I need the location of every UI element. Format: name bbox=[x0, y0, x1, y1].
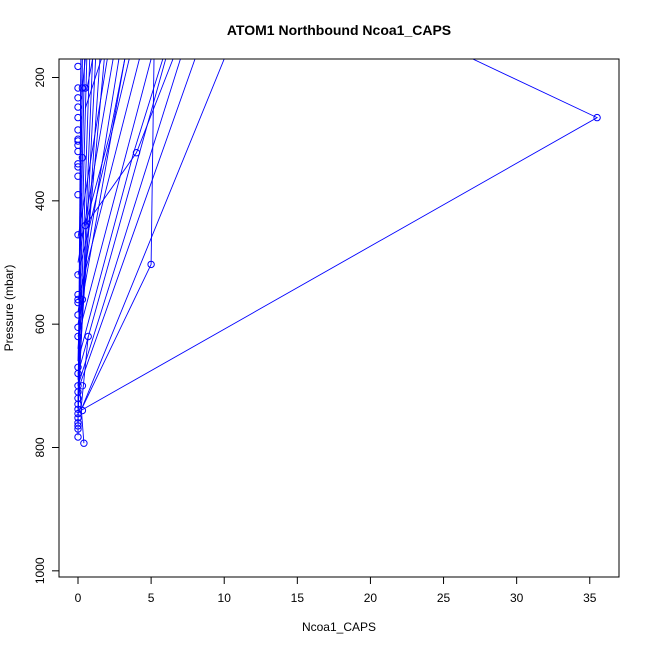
data-point bbox=[74, 332, 82, 341]
data-point bbox=[74, 147, 82, 156]
data-point bbox=[84, 332, 92, 341]
y-tick-label: 800 bbox=[33, 437, 47, 457]
x-tick-label: 15 bbox=[291, 591, 305, 605]
data-point bbox=[74, 369, 82, 378]
data-point bbox=[74, 414, 82, 422]
data-point bbox=[74, 113, 82, 122]
data-point bbox=[74, 422, 82, 430]
data-point bbox=[81, 221, 90, 230]
data-point bbox=[78, 382, 87, 390]
series-line-12 bbox=[77, 59, 126, 325]
y-tick-label: 1000 bbox=[33, 557, 47, 584]
data-point bbox=[74, 400, 82, 408]
data-point bbox=[81, 84, 90, 92]
series-line-19 bbox=[77, 59, 94, 417]
data-point bbox=[74, 103, 82, 111]
data-point bbox=[80, 439, 88, 447]
chart-title: ATOM1 Northbound Ncoa1_CAPS bbox=[227, 22, 451, 38]
y-tick-label: 600 bbox=[33, 314, 47, 334]
x-tick-label: 20 bbox=[364, 591, 378, 605]
data-point bbox=[593, 113, 601, 122]
y-tick-label: 400 bbox=[33, 191, 47, 211]
x-axis-label: Ncoa1_CAPS bbox=[302, 620, 376, 634]
x-tick-label: 5 bbox=[148, 591, 155, 605]
data-point bbox=[74, 172, 82, 180]
data-point bbox=[74, 323, 82, 331]
series-line-8 bbox=[77, 59, 167, 374]
data-point bbox=[78, 154, 87, 162]
data-point bbox=[78, 406, 87, 415]
series-line-25 bbox=[84, 59, 126, 226]
x-tick-label: 30 bbox=[510, 591, 524, 605]
series-line-4 bbox=[79, 59, 196, 444]
data-point bbox=[74, 290, 82, 299]
data-point bbox=[78, 295, 87, 304]
x-tick-label: 35 bbox=[583, 591, 597, 605]
series-line-10 bbox=[77, 59, 140, 300]
data-point bbox=[74, 163, 82, 171]
data-point bbox=[74, 137, 82, 145]
data-point bbox=[74, 295, 82, 304]
series-lines bbox=[77, 59, 599, 444]
series-line-27 bbox=[84, 59, 102, 109]
plot-frame bbox=[58, 58, 620, 578]
series-line-26 bbox=[86, 59, 94, 90]
x-axis: 0 5 10 15 20 25 30 35 bbox=[75, 577, 597, 605]
x-tick-label: 10 bbox=[218, 591, 232, 605]
data-point bbox=[147, 260, 155, 269]
data-point bbox=[74, 433, 82, 441]
data-point bbox=[74, 271, 82, 279]
data-point bbox=[74, 84, 82, 92]
series-line-2 bbox=[81, 59, 155, 408]
data-point bbox=[74, 191, 82, 199]
data-point bbox=[74, 405, 82, 413]
y-tick-label: 200 bbox=[33, 67, 47, 87]
data-point bbox=[74, 126, 82, 134]
data-point bbox=[132, 149, 141, 157]
y-axis-label: Pressure (mbar) bbox=[2, 265, 16, 352]
x-tick-label: 25 bbox=[437, 591, 451, 605]
series-markers bbox=[74, 62, 601, 447]
data-point bbox=[74, 231, 82, 239]
data-point bbox=[74, 425, 82, 433]
data-point bbox=[74, 311, 82, 319]
data-point bbox=[74, 62, 82, 71]
series-line-5 bbox=[84, 59, 174, 226]
y-axis: 200 400 600 800 1000 bbox=[33, 67, 59, 584]
x-tick-label: 0 bbox=[75, 591, 82, 605]
series-line-1 bbox=[80, 59, 599, 411]
series-line-7 bbox=[77, 59, 181, 386]
data-point bbox=[78, 84, 87, 92]
data-point bbox=[74, 94, 82, 102]
data-point bbox=[74, 160, 82, 168]
series-line-9 bbox=[77, 59, 152, 337]
